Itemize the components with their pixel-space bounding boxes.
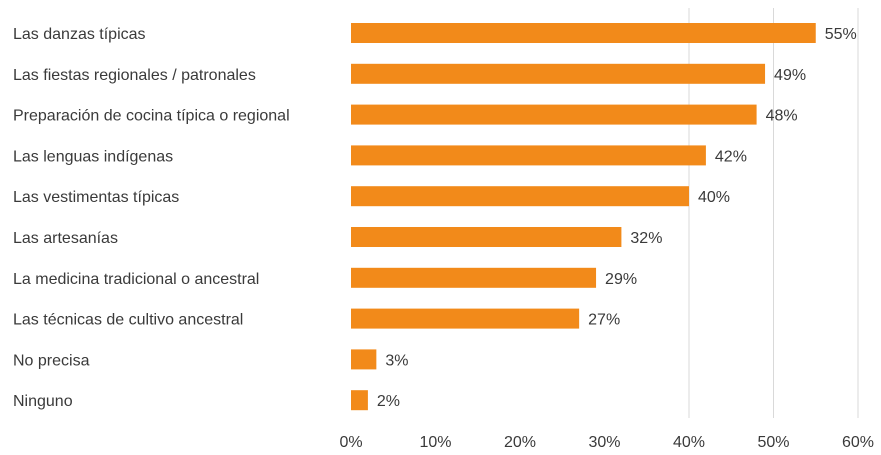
x-tick-0: 0% [339, 434, 362, 450]
bar-9 [351, 390, 368, 411]
value-label-9: 2% [377, 393, 400, 410]
value-label-1: 49% [774, 67, 806, 84]
value-labels: 55% 49% 48% 42% 40% 32% 29% 27% 3% 2% [377, 26, 857, 410]
x-tick-5: 50% [757, 434, 789, 450]
bar-2 [351, 104, 757, 125]
bar-3 [351, 145, 706, 166]
value-label-6: 29% [605, 271, 637, 288]
bar-6 [351, 267, 597, 288]
category-label-1: Las fiestas regionales / patronales [13, 67, 256, 84]
bar-4 [351, 186, 689, 207]
value-label-7: 27% [588, 312, 620, 329]
value-label-4: 40% [698, 189, 730, 206]
category-label-2: Preparación de cocina típica o regional [13, 108, 290, 125]
value-label-8: 3% [385, 352, 408, 369]
x-tick-6: 60% [842, 434, 874, 450]
bar-1 [351, 63, 766, 84]
x-axis-ticks: 0% 10% 20% 30% 40% 50% 60% [339, 434, 874, 451]
category-labels: Las danzas típicas Las fiestas regionales… [13, 26, 290, 410]
bar-5 [351, 227, 622, 247]
category-label-6: La medicina tradicional o ancestral [13, 271, 259, 288]
category-label-9: Ninguno [13, 393, 73, 410]
value-label-3: 42% [715, 148, 747, 165]
category-label-3: Las lenguas indígenas [13, 148, 173, 165]
category-label-7: Las técnicas de cultivo ancestral [13, 312, 243, 329]
x-tick-1: 10% [419, 434, 451, 450]
bar-0 [351, 23, 816, 43]
bars-layer [351, 23, 816, 411]
x-tick-3: 30% [588, 434, 620, 450]
category-label-5: Las artesanías [13, 230, 118, 247]
value-label-5: 32% [630, 230, 662, 247]
category-label-8: No precisa [13, 352, 90, 369]
category-label-0: Las danzas típicas [13, 26, 146, 43]
value-label-0: 55% [825, 26, 857, 43]
value-label-2: 48% [766, 108, 798, 125]
bar-8 [351, 349, 377, 370]
category-label-4: Las vestimentas típicas [13, 189, 179, 206]
x-tick-4: 40% [673, 434, 705, 450]
x-tick-2: 20% [504, 434, 536, 450]
bar-7 [351, 308, 580, 329]
